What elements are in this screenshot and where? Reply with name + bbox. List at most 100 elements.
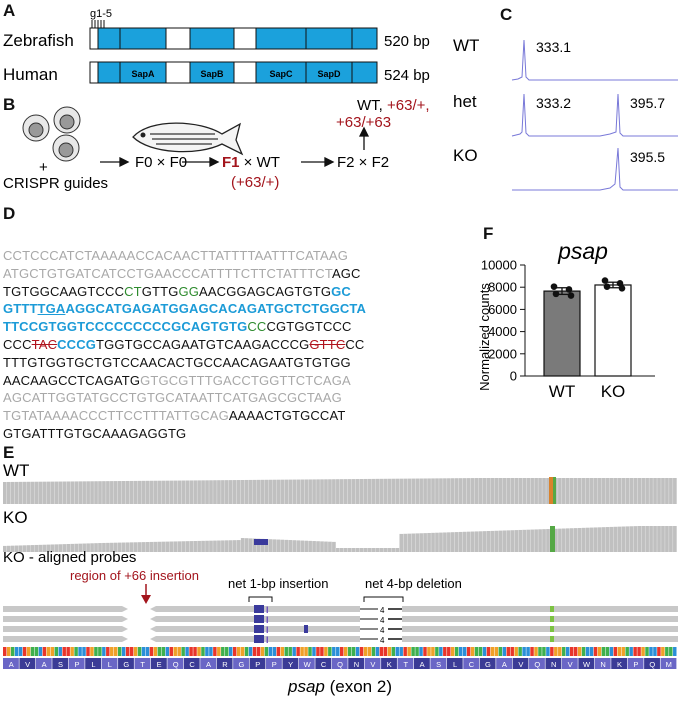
coverage-bar [201,540,205,552]
coverage-bar [411,478,416,504]
coverage-bar [351,479,356,504]
coverage-bar [133,542,138,552]
sequence-line: TGTATAAAACCCTTCCTTTATTGCAGAAAACTGTGCCAT [3,407,473,425]
amino-acid-letter: G [238,660,244,669]
coverage-bar [340,479,344,504]
amino-acid-cell [644,658,660,669]
coverage-bar [439,478,443,504]
amino-acid-letter: R [222,660,228,669]
coverage-bar [252,479,257,504]
coverage-bar [379,548,384,552]
base-cell [173,647,177,656]
amino-acid-letter: T [140,660,145,669]
coverage-bar [340,548,344,552]
base-cell [137,647,142,656]
base-cell [14,647,19,656]
trace-ko-peak: 395.5 [630,149,665,165]
sequence-segment: CCCG [57,336,97,352]
base-cell [304,647,308,656]
coverage-bar [641,478,645,504]
base-cell [443,647,447,656]
coverage-bar [6,481,11,504]
sequence-segment: AGCATTGGTATGCCTGTGCATAATTCATGAGCGCTAAG [3,390,342,406]
coverage-bar [157,480,162,504]
base-cell [478,647,483,656]
amino-acid-letter: A [420,660,425,669]
trace-wt: WT 333.1 [453,36,678,81]
coverage-bar [300,479,305,504]
amino-acid-letter: V [25,660,30,669]
embryo-icons [22,106,81,162]
coverage-bar [562,528,566,552]
coverage-bar [240,480,245,504]
base-cell [629,647,633,656]
base-cell [308,647,312,656]
base-cell [213,647,217,656]
coverage-bar [54,544,59,552]
coverage-bar [538,529,542,552]
coverage-bar [14,481,19,504]
coverage-bar [177,541,182,552]
coverage-bar [478,531,483,552]
coverage-bar [70,481,75,504]
base-cell [633,647,637,656]
coverage-bar [443,532,447,552]
base-cell [423,647,427,656]
base-cell [435,647,439,656]
amino-acid-cell [216,658,233,669]
base-cell [494,647,499,656]
sequence-segment: TTCCGTGGTCCCCCCCCCGCAGTGTG [3,319,248,335]
sequence-segment: TGGTGCCAGAATGTCAAGACCCG [96,336,310,352]
coverage-bar [470,531,475,552]
coverage-bar [546,478,550,504]
coverage-bar [165,541,170,552]
base-cell [375,647,380,656]
coverage-bar [316,541,320,552]
trace-het: het 333.2 395.7 [453,92,678,137]
sequence-segment: CC [247,319,267,335]
coverage-bar [351,548,356,552]
base-cell [383,647,388,656]
zebrafish-domain-1 [97,27,167,50]
coverage-bar [510,478,515,504]
coverage-bar [82,481,86,504]
coverage-bar [244,538,249,552]
base-cell [391,647,396,656]
y-tick-label: 10000 [481,258,517,273]
sequence-segment: GG [178,283,200,299]
amino-acid-cell [68,658,85,669]
snp-block [550,606,554,612]
sequence-segment: TTTGTGGTGCTGTCCAACACTGCCAACAGAATGTGTGG [3,354,351,370]
coverage-bar [98,543,102,552]
coverage-bar [205,480,209,504]
coverage-bar [62,481,67,504]
base-cell [256,647,261,656]
data-point [565,286,573,293]
coverage-bar [661,478,665,504]
coverage-bar [387,478,392,504]
base-cell [18,647,23,656]
amino-acid-cell [118,658,134,669]
chart-points [550,277,626,299]
base-cell [292,647,296,656]
coverage-bar [217,480,221,504]
base-cell [209,647,213,656]
coverage-bar [189,541,194,552]
coverage-bar [506,478,511,504]
base-cell [546,647,550,656]
coverage-bar [498,478,503,504]
coverage-bar [248,479,253,504]
amino-acid-cell [150,658,167,669]
amino-acid-letter: Q [337,660,343,669]
coverage-bar [466,478,471,504]
coverage-bar [320,541,324,552]
data-point [550,283,558,290]
amino-acid-cell [446,658,463,669]
base-cell [569,647,574,656]
human-gene-bar [89,61,378,84]
coverage-bar [451,478,455,504]
base-cell [415,647,419,656]
coverage-bar [34,481,39,504]
coverage-bar [121,542,126,552]
amino-acid-cell [496,658,513,669]
